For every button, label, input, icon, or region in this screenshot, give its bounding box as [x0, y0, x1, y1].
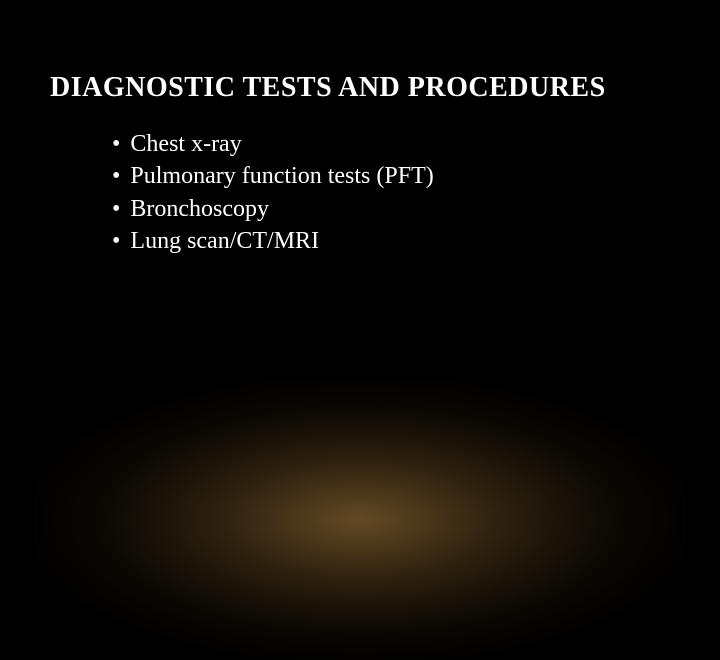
bullet-list: • Chest x-ray • Pulmonary function tests…: [50, 128, 670, 258]
list-item: • Chest x-ray: [112, 128, 670, 160]
bullet-icon: •: [112, 225, 120, 257]
list-item: • Lung scan/CT/MRI: [112, 225, 670, 257]
slide-container: DIAGNOSTIC TESTS AND PROCEDURES • Chest …: [0, 0, 720, 540]
list-item-text: Chest x-ray: [130, 131, 241, 157]
list-item-text: Bronchoscopy: [130, 196, 269, 222]
list-item-text: Pulmonary function tests (PFT): [130, 163, 433, 189]
slide-title: DIAGNOSTIC TESTS AND PROCEDURES: [50, 72, 670, 104]
list-item-text: Lung scan/CT/MRI: [130, 228, 319, 254]
list-item: • Pulmonary function tests (PFT): [112, 160, 670, 192]
list-item: • Bronchoscopy: [112, 193, 670, 225]
bullet-icon: •: [112, 160, 120, 192]
bullet-icon: •: [112, 193, 120, 225]
bullet-icon: •: [112, 128, 120, 160]
